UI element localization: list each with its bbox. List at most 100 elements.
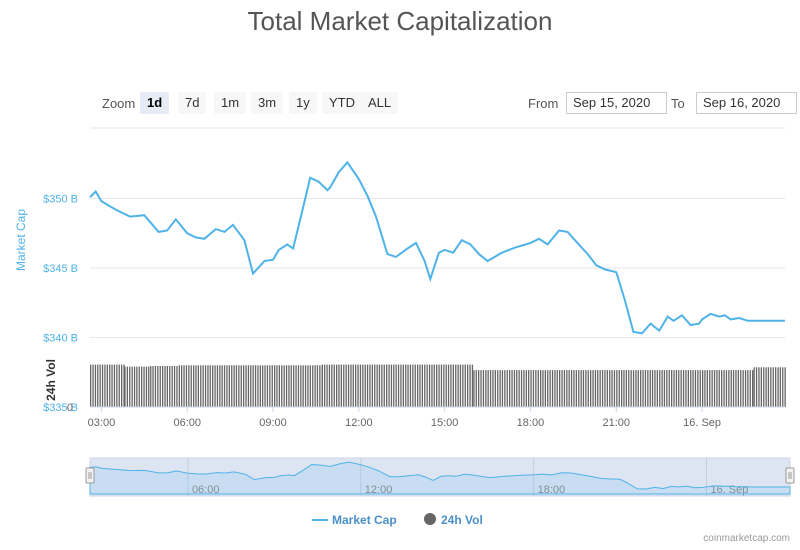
zoom-button-7d[interactable]: 7d — [178, 92, 207, 114]
volume-bar — [682, 370, 685, 407]
volume-bar — [532, 370, 535, 407]
volume-bar — [331, 364, 333, 407]
volume-bar — [549, 370, 551, 407]
volume-bar — [671, 370, 673, 407]
volume-bar — [702, 370, 704, 407]
volume-bar — [713, 370, 716, 407]
volume-bar — [475, 370, 477, 407]
volume-bar — [278, 365, 280, 407]
volume-bar — [154, 366, 157, 407]
volume-bar — [231, 365, 233, 407]
volume-bar — [501, 370, 504, 407]
volume-bar — [578, 370, 580, 407]
volume-bar — [271, 365, 273, 407]
volume-bar — [492, 370, 494, 407]
range-to-input[interactable]: Sep 16, 2020 — [696, 92, 797, 114]
volume-bar — [459, 364, 462, 407]
volume-bar — [467, 364, 469, 407]
volume-bar — [383, 364, 385, 407]
legend-volume[interactable]: 24h Vol — [441, 513, 483, 527]
volume-bar — [247, 365, 250, 407]
volume-bar — [782, 367, 784, 407]
volume-bar — [535, 370, 537, 407]
volume-bar — [319, 365, 321, 407]
volume-bar — [690, 370, 692, 407]
volume-bar — [642, 370, 644, 407]
x-tick-label: 21:00 — [602, 417, 630, 429]
volume-bar — [668, 370, 670, 407]
volume-bar — [777, 367, 779, 407]
volume-bar — [489, 370, 492, 407]
volume-bar — [659, 370, 661, 407]
volume-bar — [395, 364, 397, 407]
volume-bar — [352, 364, 354, 407]
volume-bar — [254, 365, 257, 407]
volume-bar — [233, 365, 235, 407]
zoom-button-1m[interactable]: 1m — [214, 92, 247, 114]
volume-bar — [169, 366, 171, 407]
volume-bar — [663, 370, 666, 407]
volume-bar — [240, 365, 242, 407]
volume-bar — [649, 370, 651, 407]
volume-bar — [374, 364, 376, 407]
volume-bar — [99, 364, 101, 407]
range-to-label: To — [671, 96, 685, 111]
volume-bar — [321, 364, 323, 407]
x-tick-label: 09:00 — [259, 417, 287, 429]
volume-bar — [328, 364, 331, 407]
volume-bar — [744, 370, 747, 407]
volume-bar — [381, 364, 383, 407]
volume-bar — [207, 365, 209, 407]
zoom-button-1d[interactable]: 1d — [140, 92, 170, 114]
volume-bar — [647, 370, 649, 407]
grid-lines — [90, 127, 785, 408]
market-cap-line — [89, 160, 785, 335]
zoom-button-1y[interactable]: 1y — [289, 92, 317, 114]
volume-bar — [601, 370, 604, 407]
volume-bar — [694, 370, 697, 407]
volume-bar — [428, 364, 431, 407]
volume-bar — [300, 365, 302, 407]
volume-bar — [162, 366, 164, 407]
volume-bar — [452, 364, 454, 407]
volume-bar — [561, 370, 563, 407]
market-cap-axis-label: Market Cap — [14, 209, 28, 271]
volume-bar — [725, 370, 728, 407]
volume-bar — [445, 364, 447, 407]
volume-bar — [138, 366, 140, 407]
volume-bar — [202, 365, 204, 407]
volume-bar — [628, 370, 630, 407]
volume-bar — [176, 366, 178, 407]
volume-bar — [362, 364, 364, 407]
legend-market-cap[interactable]: Market Cap — [332, 513, 397, 527]
market-cap-y-tick: $345 B — [43, 263, 78, 275]
volume-bar — [732, 370, 735, 407]
volume-bar — [378, 364, 381, 407]
zoom-button-3m[interactable]: 3m — [251, 92, 284, 114]
volume-bar — [433, 364, 435, 407]
volume-bar — [709, 370, 711, 407]
volume-bar — [478, 370, 480, 407]
chart-title: Total Market Capitalization — [247, 6, 553, 36]
range-from-input[interactable]: Sep 15, 2020 — [566, 92, 667, 114]
volume-bar — [485, 370, 487, 407]
zoom-button-all[interactable]: ALL — [361, 92, 399, 114]
volume-bar — [556, 370, 558, 407]
volume-bar — [197, 365, 199, 407]
volume-bar — [181, 365, 183, 407]
navigator-left-handle[interactable] — [85, 467, 95, 484]
navigator-right-handle[interactable] — [785, 467, 795, 484]
volume-bar — [544, 370, 546, 407]
volume-bar — [749, 370, 751, 407]
volume-bar — [752, 370, 754, 407]
credit-link[interactable]: coinmarketcap.com — [703, 533, 790, 544]
volume-bar — [266, 365, 269, 407]
zoom-button-ytd[interactable]: YTD — [322, 92, 362, 114]
volume-bar — [504, 370, 506, 407]
volume-bar — [573, 370, 575, 407]
volume-bar — [516, 370, 518, 407]
volume-bar — [129, 366, 131, 407]
volume-bar — [345, 364, 347, 407]
volume-bar — [582, 370, 585, 407]
